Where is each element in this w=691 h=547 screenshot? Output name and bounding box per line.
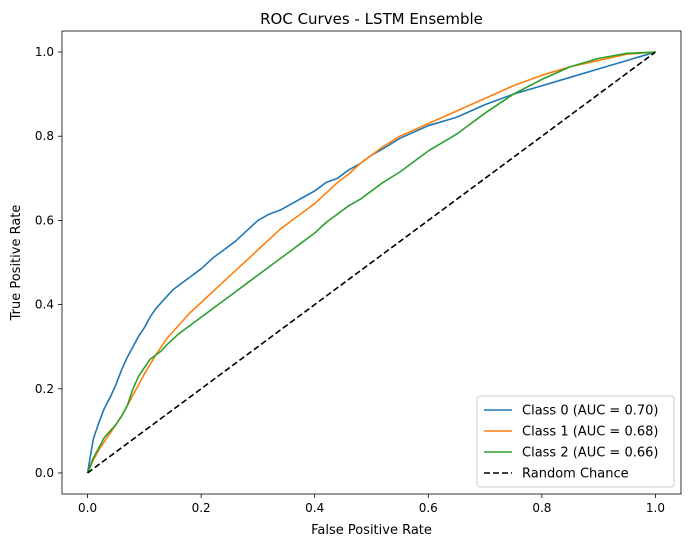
series-line-0 xyxy=(86,51,656,474)
legend: Class 0 (AUC = 0.70) Class 1 (AUC = 0.68)… xyxy=(476,395,675,488)
legend-label-3: Random Chance xyxy=(522,467,629,482)
plot-frame xyxy=(61,30,682,495)
x-axis-label: False Positive Rate xyxy=(311,523,432,538)
y-tick-label: 0.0 xyxy=(35,466,54,480)
y-tick-label: 1.0 xyxy=(35,45,54,59)
y-tick-label: 0.2 xyxy=(35,382,54,396)
y-tick-label: 0.6 xyxy=(35,213,54,227)
series-line-2 xyxy=(86,51,656,474)
x-tick-label: 1.0 xyxy=(646,501,665,515)
x-axis: 0.0 0.2 0.4 0.6 0.8 1.0 xyxy=(78,494,665,515)
x-tick-label: 0.8 xyxy=(532,501,551,515)
legend-label-0: Class 0 (AUC = 0.70) xyxy=(522,404,658,419)
y-axis: 0.0 0.2 0.4 0.6 0.8 1.0 xyxy=(35,45,62,480)
y-tick-label: 0.8 xyxy=(35,129,54,143)
series-layer xyxy=(86,51,656,474)
x-tick-label: 0.2 xyxy=(192,501,211,515)
x-tick-label: 0.4 xyxy=(305,501,324,515)
y-tick-label: 0.4 xyxy=(35,298,54,312)
y-axis-label: True Positive Rate xyxy=(9,205,24,322)
chart-title: ROC Curves - LSTM Ensemble xyxy=(260,10,483,28)
legend-label-1: Class 1 (AUC = 0.68) xyxy=(522,425,658,440)
series-line-3 xyxy=(87,51,656,474)
x-tick-label: 0.6 xyxy=(419,501,438,515)
x-tick-label: 0.0 xyxy=(78,501,97,515)
legend-label-2: Class 2 (AUC = 0.66) xyxy=(522,446,658,461)
legend-box xyxy=(476,395,675,488)
